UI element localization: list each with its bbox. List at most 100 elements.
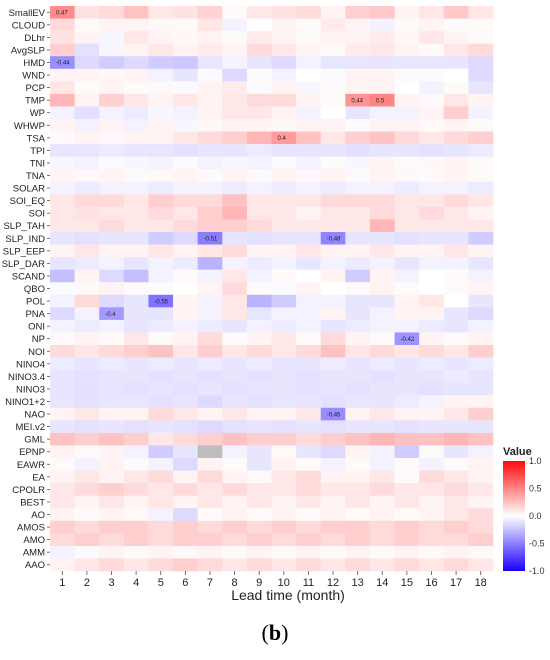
heatmap-cell bbox=[246, 470, 272, 484]
heatmap-cell bbox=[345, 382, 371, 396]
heatmap-cell bbox=[246, 131, 272, 145]
heatmap-cell bbox=[50, 307, 75, 321]
heatmap-cell bbox=[148, 432, 174, 446]
heatmap-cell bbox=[148, 395, 174, 409]
heatmap-cell bbox=[222, 31, 248, 44]
heatmap-cell bbox=[173, 395, 198, 409]
heatmap-cell bbox=[74, 370, 100, 383]
heatmap-cell bbox=[197, 232, 223, 245]
heatmap-cell bbox=[246, 432, 272, 446]
heatmap-cell bbox=[296, 81, 322, 95]
heatmap-cell bbox=[369, 244, 395, 258]
heatmap-cell bbox=[419, 520, 445, 534]
heatmap-cell bbox=[197, 520, 223, 534]
heatmap-cell bbox=[369, 68, 395, 82]
heatmap-cell bbox=[394, 68, 420, 82]
heatmap-cell bbox=[246, 269, 272, 283]
heatmap-cell bbox=[345, 282, 371, 296]
heatmap-cell bbox=[320, 93, 346, 107]
heatmap-cell bbox=[74, 156, 100, 170]
heatmap-cell bbox=[419, 68, 445, 82]
legend-tick-label: 1.0 bbox=[529, 456, 542, 466]
heatmap-cell bbox=[443, 131, 469, 145]
heatmap-cell bbox=[99, 181, 125, 195]
heatmap-cell bbox=[74, 269, 100, 283]
heatmap-cell bbox=[296, 294, 322, 308]
heatmap-cell bbox=[345, 93, 371, 107]
heatmap-cell bbox=[271, 6, 297, 19]
heatmap-cell bbox=[394, 319, 420, 333]
x-tick-label: 14 bbox=[376, 577, 388, 589]
heatmap-cell bbox=[369, 18, 395, 32]
heatmap-cell bbox=[99, 244, 125, 258]
heatmap-cell bbox=[123, 508, 149, 522]
heatmap-cell bbox=[443, 169, 469, 183]
heatmap-cell bbox=[271, 282, 297, 296]
heatmap-cell bbox=[222, 319, 248, 333]
heatmap-cell bbox=[50, 18, 75, 32]
heatmap-cell bbox=[197, 56, 223, 70]
heatmap-cell bbox=[468, 282, 494, 296]
heatmap-cell bbox=[394, 219, 420, 233]
heatmap-cell bbox=[148, 131, 174, 145]
heatmap-cell bbox=[320, 18, 346, 32]
heatmap-cell bbox=[271, 407, 297, 421]
heatmap-cell bbox=[394, 294, 420, 308]
heatmap-cell bbox=[148, 31, 174, 44]
heatmap-cell bbox=[74, 81, 100, 95]
heatmap-cell bbox=[148, 244, 174, 258]
heatmap-cell bbox=[369, 31, 395, 44]
heatmap-cell bbox=[50, 257, 75, 270]
heatmap-cell bbox=[394, 181, 420, 195]
heatmap-cell bbox=[419, 407, 445, 421]
heatmap-cell bbox=[468, 533, 494, 547]
heatmap-cell bbox=[468, 156, 494, 170]
heatmap-cell bbox=[443, 357, 469, 371]
heatmap-cell bbox=[246, 458, 272, 471]
heatmap-cell bbox=[345, 232, 371, 245]
heatmap-cell bbox=[419, 533, 445, 547]
heatmap-cell bbox=[394, 156, 420, 170]
heatmap-cell bbox=[320, 382, 346, 396]
heatmap-cell bbox=[197, 395, 223, 409]
heatmap-cell bbox=[173, 43, 198, 57]
heatmap-cell bbox=[222, 43, 248, 57]
heatmap-cell bbox=[419, 131, 445, 145]
heatmap-cell bbox=[296, 558, 322, 572]
heatmap-cell bbox=[50, 181, 75, 195]
y-tick-label: SLP_DAR bbox=[2, 259, 45, 270]
heatmap-cell bbox=[123, 119, 149, 132]
heatmap-cell bbox=[123, 307, 149, 321]
heatmap-cell bbox=[443, 56, 469, 70]
heatmap-cell bbox=[320, 106, 346, 120]
heatmap-cell bbox=[246, 357, 272, 371]
cell-value-label: 0.5 bbox=[376, 98, 385, 104]
heatmap-cell bbox=[394, 520, 420, 534]
x-tick-label: 12 bbox=[327, 577, 339, 589]
heatmap-cell bbox=[394, 43, 420, 57]
heatmap-cell bbox=[394, 131, 420, 145]
heatmap-cell bbox=[173, 470, 198, 484]
heatmap-cell bbox=[123, 43, 149, 57]
heatmap-cell bbox=[394, 119, 420, 132]
y-tick-label: POL bbox=[26, 297, 45, 308]
heatmap-cell bbox=[99, 6, 125, 19]
heatmap-cell bbox=[246, 508, 272, 522]
legend-tick-label: 0.5 bbox=[529, 484, 542, 494]
heatmap-cell bbox=[50, 395, 75, 409]
heatmap-cell bbox=[50, 445, 75, 459]
heatmap-cell bbox=[345, 332, 371, 346]
heatmap-cell bbox=[50, 6, 75, 19]
heatmap-cell bbox=[296, 269, 322, 283]
y-tick-label: GML bbox=[24, 435, 45, 446]
y-tick-label: SLP_IND bbox=[5, 234, 45, 245]
y-tick-label: SLP_EEP bbox=[3, 246, 45, 257]
heatmap-cell bbox=[222, 533, 248, 547]
heatmap-cell bbox=[197, 106, 223, 120]
heatmap-cell bbox=[345, 520, 371, 534]
heatmap-cell bbox=[271, 357, 297, 371]
heatmap-cell bbox=[468, 131, 494, 145]
heatmap-cell bbox=[419, 282, 445, 296]
heatmap-cell bbox=[123, 106, 149, 120]
heatmap-cell bbox=[394, 106, 420, 120]
